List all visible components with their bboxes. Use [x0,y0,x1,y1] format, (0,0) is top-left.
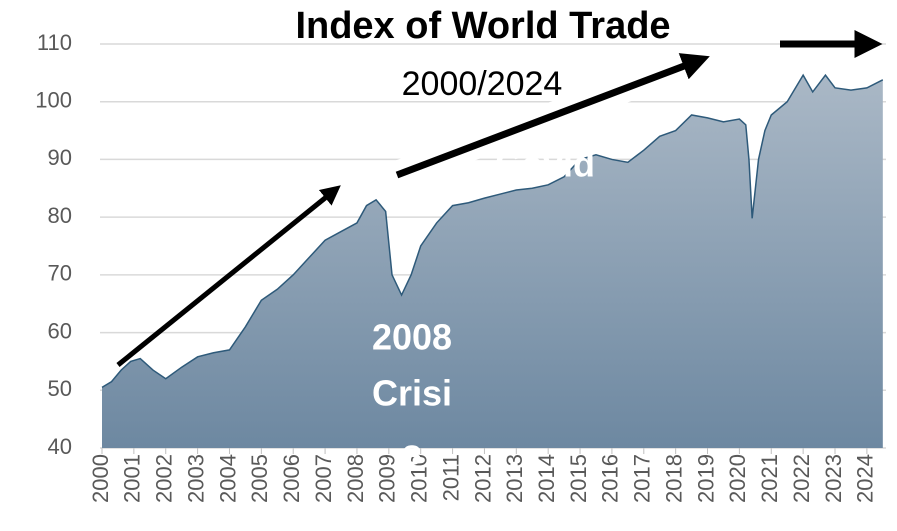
x-tick-label: 2017 [630,454,655,503]
x-tick-label: 2014 [534,454,559,503]
line [101,73,884,389]
x-tick-label: 2019 [693,454,718,503]
x-tick-label: 2015 [566,454,591,503]
area [102,75,883,448]
x-tick-label: 2005 [247,454,272,503]
arrow [395,53,710,179]
x-tick-label: 2011 [438,454,463,501]
annotation: 2008 [372,317,452,358]
x-tick-label: 2000 [88,454,113,503]
x-tick-label: 2022 [789,454,814,503]
y-tick-label: 100 [35,88,72,113]
annotation: s [402,432,422,473]
x-tick-label: 2016 [598,454,623,503]
x-tick-label: 2020 [725,454,750,503]
x-tick-label: 2018 [661,454,686,503]
x-tick-label: 2021 [757,454,782,503]
arrow [116,185,341,367]
y-tick-label: 70 [48,261,72,286]
annotation: Covid [495,144,595,185]
x-tick-label: 2007 [311,454,336,503]
y-tick-label: 110 [37,30,72,55]
x-tick-label: 2008 [343,454,368,503]
x-tick-label: 2024 [853,454,878,503]
y-tick-label: 40 [48,434,72,459]
x-tick-label: 2003 [183,454,208,503]
annotation: Crisi [372,373,452,414]
x-tick-label: 2004 [215,454,240,503]
x-tick-label: 2001 [120,454,145,503]
y-tick-label: 90 [48,145,72,170]
x-tick-label: 2023 [821,454,846,503]
y-tick-label: 50 [48,376,72,401]
y-tick-label: 80 [48,203,72,228]
y-tick-label: 60 [48,318,72,343]
x-tick-label: 2009 [375,454,400,503]
x-tick-label: 2006 [279,454,304,503]
chart-title: Index of World Trade [295,5,670,47]
x-tick-label: 2013 [502,454,527,503]
x-tick-label: 2002 [152,454,177,503]
x-tick-label: 2012 [470,454,495,503]
chart-subtitle: 2000/2024 [402,65,563,103]
x-tick-label: 2010 [407,454,432,503]
